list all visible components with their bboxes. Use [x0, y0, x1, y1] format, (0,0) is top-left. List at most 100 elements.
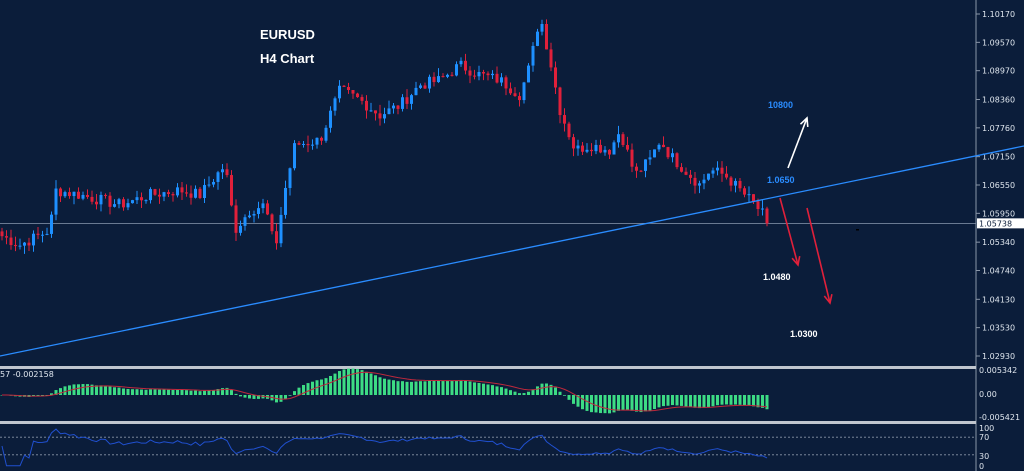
macd-bar — [761, 395, 764, 408]
macd-bar — [653, 395, 656, 410]
macd-bar — [477, 382, 481, 395]
macd-bar — [90, 384, 94, 395]
candle-body — [761, 208, 764, 210]
candle-body — [473, 75, 476, 77]
candle-body — [225, 169, 229, 176]
macd-bar — [756, 395, 760, 408]
candle-body — [248, 215, 251, 218]
candle-body — [698, 183, 701, 186]
candle-body — [756, 201, 760, 210]
macd-bar — [302, 384, 305, 395]
candle-body — [405, 97, 409, 104]
macd-bar — [144, 389, 148, 395]
candle-body — [383, 114, 386, 119]
candle-body — [0, 231, 4, 237]
candle-body — [671, 153, 674, 158]
macd-bar — [131, 389, 134, 395]
target-label-down-2: 1.0300 — [790, 329, 818, 339]
price-tick-label: 1.06550 — [982, 181, 1015, 190]
candle-body — [374, 110, 377, 114]
macd-bar — [554, 387, 557, 395]
candle-body — [180, 187, 184, 193]
macd-bar — [450, 380, 454, 395]
macd-bar — [527, 391, 530, 395]
macd-bar — [446, 380, 449, 395]
price-tick-label: 1.10170 — [982, 10, 1015, 19]
price-tick-label: 1.04130 — [982, 295, 1015, 304]
candle-body — [302, 143, 305, 145]
candle-body — [464, 60, 467, 71]
macd-bar — [626, 395, 629, 410]
price-tick-label: 1.05950 — [982, 209, 1015, 218]
candle-body — [95, 201, 98, 205]
candle-body — [122, 199, 125, 208]
candle-body — [194, 188, 197, 198]
candle-body — [693, 177, 697, 186]
macd-bar — [725, 395, 728, 405]
candle-body — [212, 181, 215, 185]
candle-body — [293, 143, 296, 169]
candle-body — [59, 188, 62, 197]
macd-bar — [342, 369, 346, 395]
macd-bar — [216, 389, 220, 395]
macd-bar — [378, 377, 382, 395]
macd-bar — [752, 395, 755, 407]
candle-body — [522, 82, 526, 101]
macd-bar — [77, 384, 80, 395]
current-price-label: 1.05738 — [979, 219, 1012, 228]
candle-body — [648, 157, 652, 160]
candle-body — [131, 200, 134, 204]
candle-body — [549, 49, 553, 68]
macd-bar — [738, 395, 742, 405]
candle-body — [153, 189, 157, 195]
arrow-down-icon — [806, 207, 831, 304]
macd-bar — [576, 395, 580, 407]
macd-bar — [243, 395, 247, 398]
macd-bar — [567, 395, 571, 400]
macd-bar — [126, 388, 130, 395]
candle-body — [612, 142, 616, 155]
candle-body — [41, 234, 44, 236]
macd-tick-label: 0.005342 — [979, 366, 1017, 375]
macd-bar — [81, 384, 85, 395]
macd-bar — [513, 391, 517, 395]
macd-bar — [338, 371, 341, 395]
macd-bar — [122, 388, 125, 395]
candle-body — [594, 144, 598, 152]
macd-bar — [666, 395, 670, 406]
macd-bar — [504, 388, 508, 395]
trendline — [0, 145, 1024, 357]
trendline-label: 1.0650 — [767, 175, 795, 185]
candle-body — [617, 134, 620, 143]
candle-body — [468, 70, 472, 76]
candle-body — [455, 64, 458, 76]
current-price-box — [977, 218, 1024, 229]
macd-bar — [86, 384, 89, 395]
candle-body — [396, 105, 400, 109]
macd-bar — [41, 395, 44, 396]
macd-bar — [54, 390, 58, 395]
candle-body — [320, 137, 323, 141]
candle-body — [329, 110, 332, 128]
macd-bar — [158, 389, 161, 395]
candle-body — [504, 77, 508, 89]
macd-bar — [662, 395, 665, 407]
rsi-line — [1, 428, 768, 467]
candle-body — [459, 60, 463, 65]
candle-body — [387, 108, 391, 115]
candle-body — [23, 242, 26, 246]
candle-body — [428, 76, 431, 89]
macd-bar — [639, 395, 643, 413]
candle-body — [630, 149, 634, 167]
price-tick-label: 1.08970 — [982, 67, 1015, 76]
arrow-down-icon — [779, 197, 799, 266]
candle-body — [72, 191, 76, 197]
macd-bar — [585, 395, 589, 411]
candle-body — [639, 170, 643, 172]
macd-bar — [671, 395, 674, 406]
candle-body — [608, 149, 611, 155]
macd-bar — [648, 395, 652, 411]
candle-body — [198, 188, 202, 199]
candle-body — [702, 179, 706, 184]
